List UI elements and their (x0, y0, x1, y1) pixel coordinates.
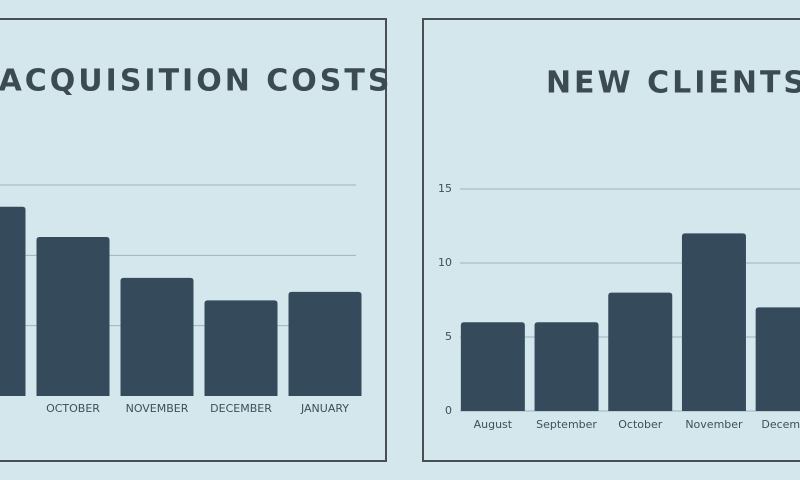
bar (681, 233, 746, 411)
x-tick-label: November (685, 418, 743, 431)
bar (36, 237, 110, 396)
y-tick-label: 5 (445, 330, 452, 343)
bar (0, 206, 26, 396)
bar (288, 291, 362, 396)
bar (534, 322, 599, 411)
bar (755, 307, 800, 411)
x-tick-label: September (536, 418, 597, 431)
x-tick-label: August (474, 418, 513, 431)
chart-title: NT ACQUISITION COSTS (0, 64, 392, 99)
panel-frame (422, 18, 800, 462)
x-tick-label: NOVEMBER (126, 402, 189, 415)
bar (120, 277, 194, 396)
x-tick-label: October (618, 418, 662, 431)
x-tick-label: DECEMBER (210, 402, 272, 415)
bar (460, 322, 525, 411)
x-tick-label: JANUARY (300, 402, 349, 415)
y-tick-label: 15 (438, 182, 452, 195)
bar (204, 300, 278, 396)
y-tick-label: 10 (438, 256, 452, 269)
chart-title: NEW CLIENTS (546, 66, 800, 101)
bar (608, 292, 673, 411)
x-tick-label: Decembe (761, 418, 800, 431)
panel-frame (0, 18, 387, 462)
y-tick-label: 0 (445, 404, 452, 417)
x-tick-label: OCTOBER (46, 402, 100, 415)
